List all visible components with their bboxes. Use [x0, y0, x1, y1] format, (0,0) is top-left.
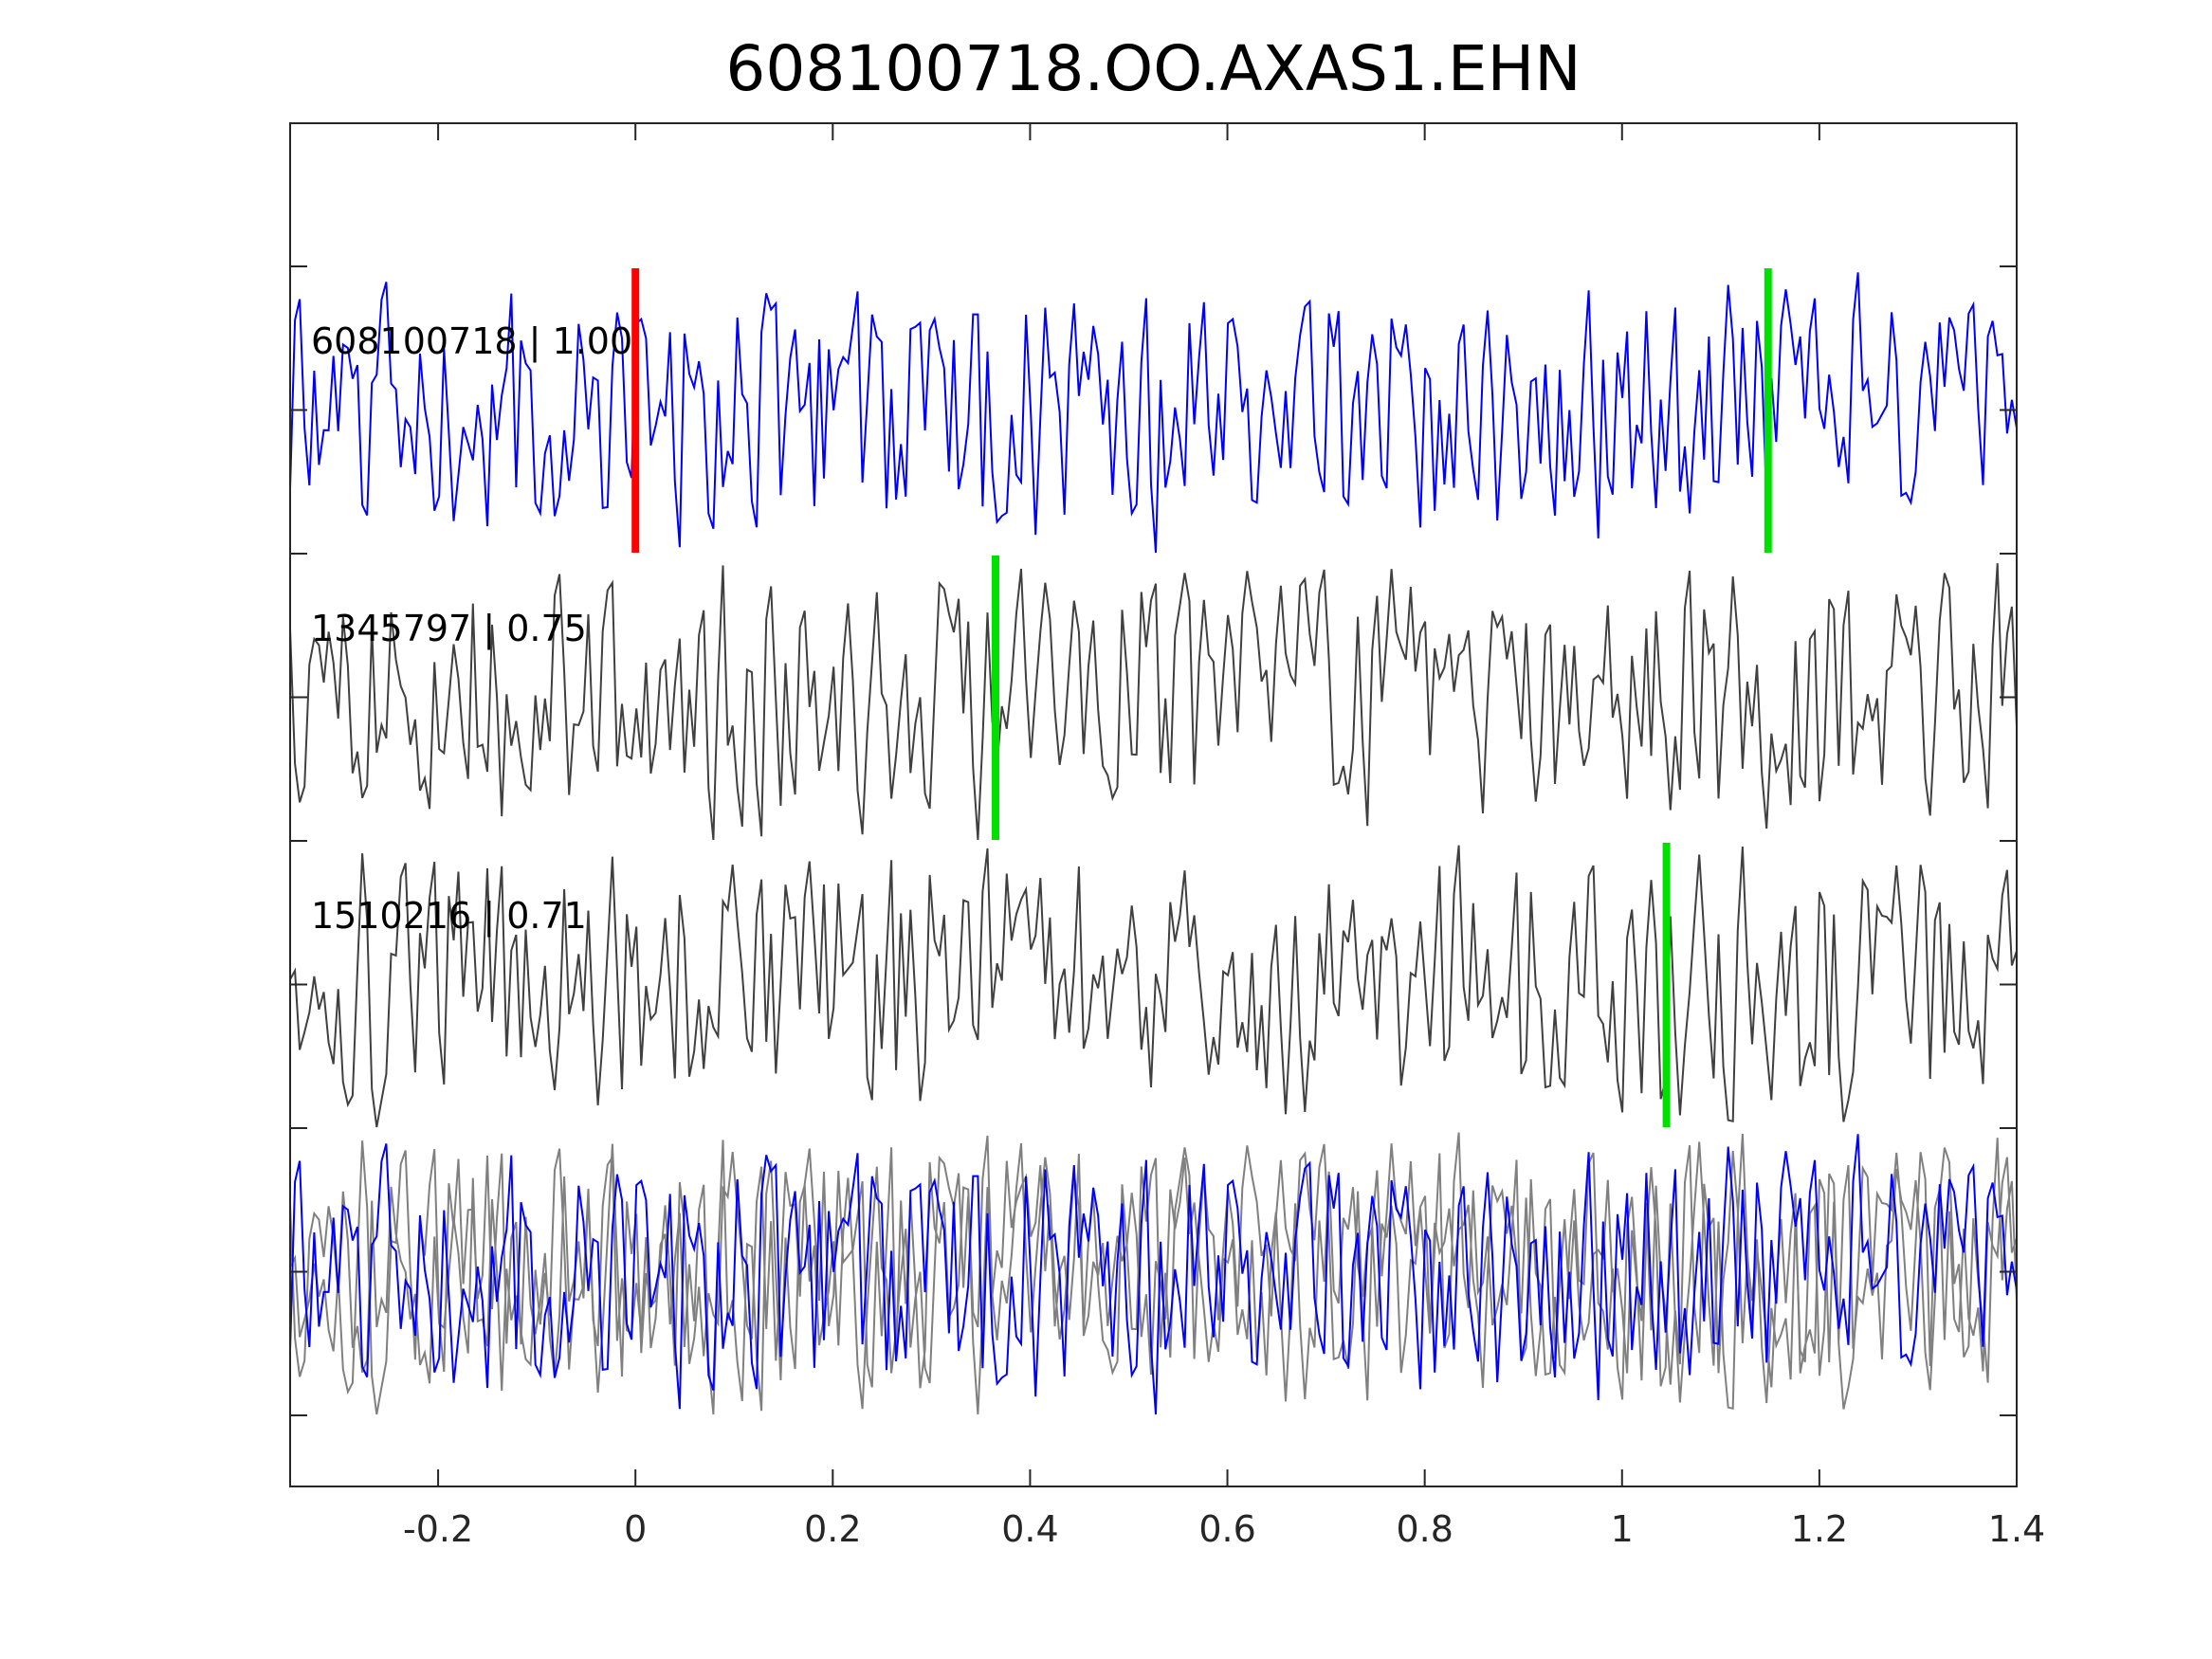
traces-layer	[289, 272, 2018, 1415]
trace-line-3	[289, 845, 2018, 1128]
trace-line-2	[289, 563, 2018, 841]
x-tick-label: 0.8	[1396, 1508, 1453, 1550]
x-tick-label: 0.4	[1001, 1508, 1058, 1550]
x-tick-label: 1.2	[1791, 1508, 1848, 1550]
x-tick-label: -0.2	[403, 1508, 473, 1550]
x-tick-label: 0	[624, 1508, 647, 1550]
trace-label-3: 1510216 | 0.71	[311, 895, 587, 938]
overlay-trace-2	[289, 1132, 2018, 1415]
overlay-trace-1	[289, 1138, 2018, 1415]
labels-layer: 608100718 | 1.00 1345797 | 0.75 1510216 | …	[311, 320, 632, 938]
markers-layer	[631, 268, 1772, 1127]
plot-frame	[289, 122, 2018, 1487]
x-tick-label: 0.6	[1198, 1508, 1255, 1550]
trace-label-1: 608100718 | 1.00	[311, 320, 632, 363]
trace-line-1	[289, 272, 2018, 554]
x-tick-label: 1.4	[1988, 1508, 2045, 1550]
chart-title: 608100718.OO.AXAS1.EHN	[725, 32, 1581, 105]
overlay-trace-3	[289, 1134, 2018, 1415]
axes: -0.2 0 0.2 0.4 0.6 0.8 1 1.2 1.4	[289, 122, 2045, 1550]
trace-label-2: 1345797 | 0.75	[311, 608, 587, 650]
x-tick-label: 1	[1611, 1508, 1634, 1550]
x-tick-label: 0.2	[804, 1508, 861, 1550]
